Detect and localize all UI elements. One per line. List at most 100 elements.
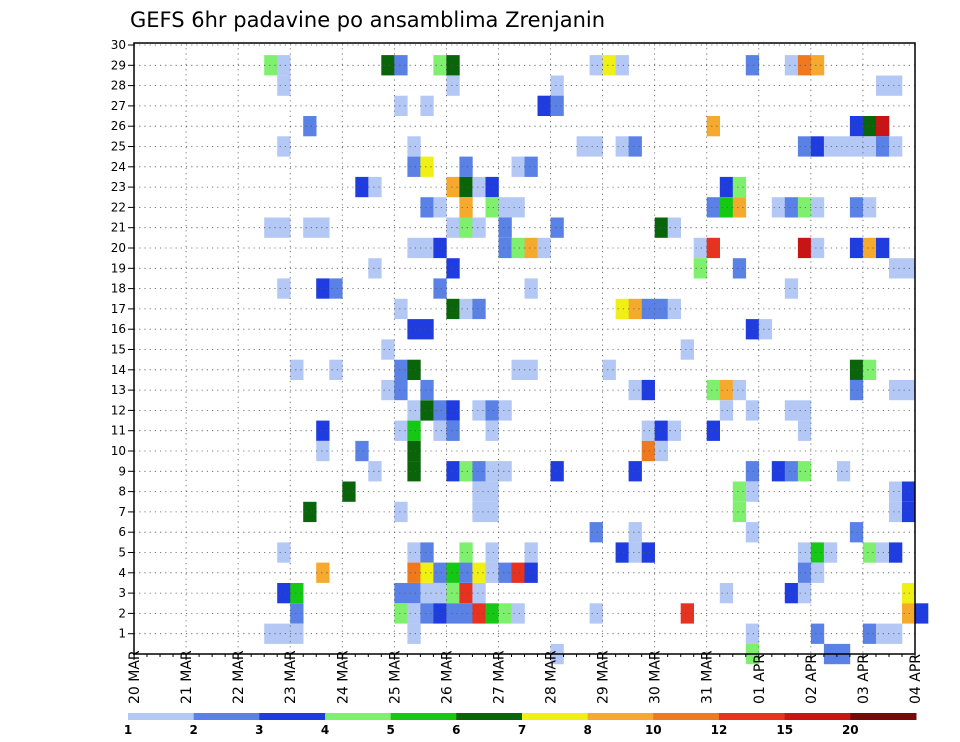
heatmap-cell [810, 136, 825, 157]
heatmap-cell [446, 583, 460, 604]
colorbar-label: 20 [842, 723, 859, 737]
heatmap-cell [498, 197, 512, 218]
x-tick-label: 28 MAR [544, 650, 560, 704]
heatmap-cell [797, 562, 812, 583]
heatmap-cell [758, 319, 773, 340]
colorbar-label: 8 [584, 723, 592, 737]
heatmap-cell [797, 542, 812, 563]
heatmap-cell [810, 197, 825, 218]
x-tick-label: 22 MAR [231, 650, 247, 704]
colorbar-swatch [128, 713, 195, 720]
heatmap-cell [745, 55, 760, 76]
x-tick-label: 20 MAR [127, 650, 143, 704]
heatmap-cell [407, 623, 421, 644]
heatmap-cell [680, 603, 694, 624]
heatmap-cell [641, 542, 655, 563]
heatmap-cell [862, 116, 877, 137]
heatmap-cell [264, 217, 278, 238]
y-tick-label: 14 [111, 363, 126, 377]
y-tick-label: 4 [118, 566, 126, 580]
heatmap-cell [420, 562, 434, 583]
colorbar-label: 6 [452, 723, 460, 737]
heatmap-cell [667, 420, 681, 441]
heatmap-cell [641, 298, 655, 320]
heatmap-cell [446, 55, 460, 76]
heatmap-cell [511, 359, 525, 380]
heatmap-cell [498, 562, 512, 583]
heatmap-cell [329, 359, 343, 380]
heatmap-cell [654, 298, 668, 320]
heatmap-cell [433, 583, 447, 604]
heatmap-cell [876, 623, 890, 644]
heatmap-cell [836, 461, 851, 482]
heatmap-cell [459, 197, 473, 218]
heatmap-cell [524, 562, 538, 583]
heatmap-cell [810, 562, 825, 583]
heatmap-cell [407, 440, 421, 462]
heatmap-cell [862, 197, 877, 218]
colorbar-label: 10 [645, 723, 662, 737]
heatmap-cell [849, 522, 864, 543]
heatmap-cell [277, 55, 291, 76]
y-tick-label: 29 [111, 58, 126, 72]
x-tick-label: 01 APR [752, 654, 768, 704]
x-tick-label: 29 MAR [596, 650, 612, 704]
heatmap-cell [889, 501, 903, 523]
heatmap-cell [316, 440, 330, 462]
heatmap-cell [745, 400, 760, 421]
heatmap-cell [823, 542, 838, 563]
heatmap-cell [459, 298, 473, 320]
heatmap-cell [615, 542, 629, 563]
y-tick-label: 5 [118, 546, 126, 560]
heatmap-cell [615, 298, 629, 320]
heatmap-cell [849, 379, 864, 401]
heatmap-cell [472, 603, 486, 624]
y-tick-label: 27 [111, 99, 126, 113]
heatmap-cell [316, 217, 330, 238]
heatmap-cell [628, 522, 642, 543]
heatmap-cell [862, 136, 877, 157]
y-tick-label: 1 [118, 627, 126, 641]
heatmap-cell [719, 400, 734, 421]
y-tick-label: 8 [118, 485, 126, 499]
heatmap-cell [876, 542, 890, 563]
heatmap-cell [420, 583, 434, 604]
heatmap-cell [719, 197, 734, 218]
colorbar-label: 2 [190, 723, 198, 737]
heatmap-cell [524, 359, 538, 380]
heatmap-cell [889, 379, 903, 401]
heatmap-cell [472, 176, 486, 198]
colorbar-swatch [259, 713, 326, 720]
heatmap-cell [745, 461, 760, 482]
x-tick-label: 26 MAR [439, 650, 455, 704]
heatmap-cell [472, 461, 486, 482]
y-tick-label: 30 [111, 38, 126, 52]
heatmap-cell [342, 481, 356, 502]
heatmap-cell [407, 156, 421, 177]
heatmap-cell [498, 237, 512, 259]
heatmap-cell [876, 237, 890, 259]
heatmap-cell [680, 339, 694, 360]
heatmap-cell [732, 176, 747, 198]
heatmap-cell [628, 461, 642, 482]
heatmap-cell [524, 542, 538, 563]
heatmap-cell [485, 420, 499, 441]
heatmap-cell [654, 440, 668, 462]
y-tick-label: 20 [111, 241, 126, 255]
heatmap-cell [902, 501, 916, 523]
heatmap-cell [368, 258, 382, 279]
heatmap-cell [433, 55, 447, 76]
heatmap-cell [446, 217, 460, 238]
heatmap-cell [667, 298, 681, 320]
y-tick-label: 15 [111, 343, 126, 357]
heatmap-cell [771, 461, 786, 482]
heatmap-cell [407, 562, 421, 583]
heatmap-cell [745, 623, 760, 644]
heatmap-cell [667, 217, 681, 238]
colorbar-swatch [325, 713, 392, 720]
heatmap-cell [862, 623, 877, 644]
heatmap-cell [797, 461, 812, 482]
heatmap-cell [498, 400, 512, 421]
heatmap-cell [485, 542, 499, 563]
heatmap-cell [394, 55, 408, 76]
